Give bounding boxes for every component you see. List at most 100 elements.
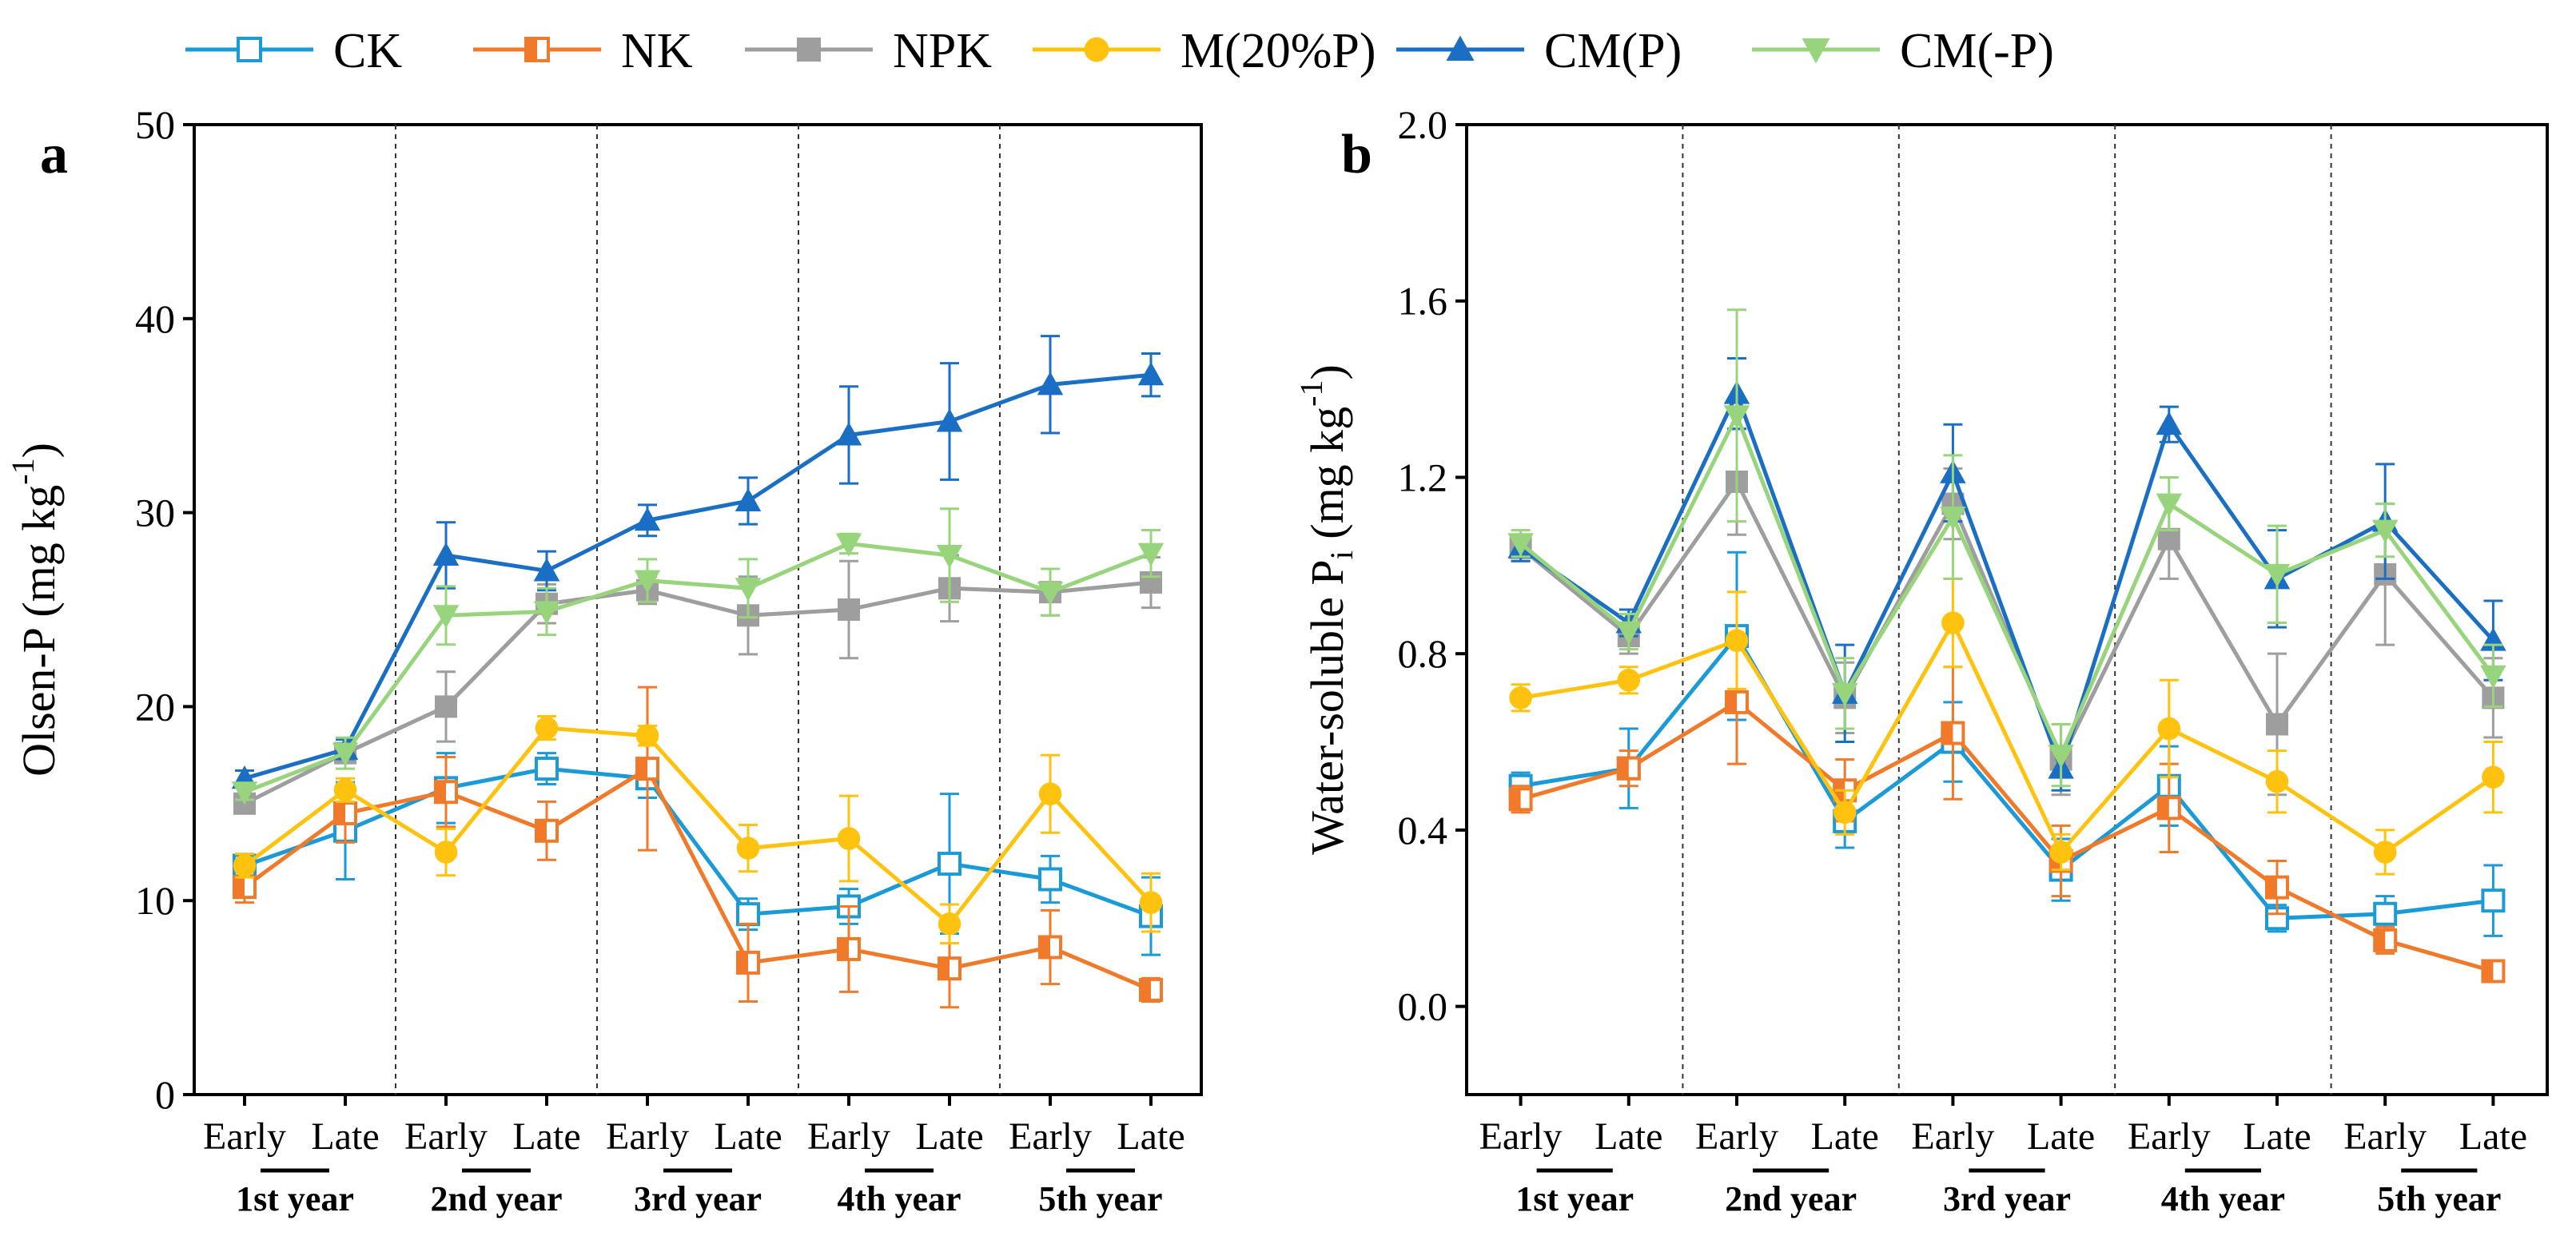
series-line	[243, 580, 1152, 806]
legend-label: NK	[621, 24, 693, 78]
year-label: 5th year	[2377, 1179, 2501, 1218]
data-point	[2048, 745, 2074, 769]
legend-marker	[524, 37, 550, 62]
year-label: 3rd year	[634, 1179, 762, 1218]
series-nk	[1508, 639, 2506, 984]
data-point	[736, 902, 760, 927]
data-point	[432, 542, 460, 566]
y-axis-label: Olsen-P (mg kg-1)	[5, 443, 65, 777]
x-tick-label: Early	[2128, 1115, 2211, 1158]
data-point	[1038, 867, 1062, 892]
year-label: 4th year	[2161, 1179, 2285, 1218]
y-tick-label: 1.6	[1398, 279, 1448, 324]
series-line	[1519, 411, 2495, 761]
data-point	[535, 818, 559, 843]
data-point	[434, 780, 458, 805]
data-point	[1139, 977, 1163, 1002]
data-point	[2157, 527, 2180, 550]
data-point	[635, 757, 659, 781]
x-tick-label: Early	[606, 1115, 689, 1158]
data-point	[735, 578, 762, 602]
data-point	[1833, 801, 1857, 825]
data-point	[1941, 611, 1965, 634]
x-tick-label: Early	[1911, 1115, 1994, 1158]
data-point	[838, 598, 860, 621]
data-point	[2482, 765, 2505, 789]
data-point	[2373, 928, 2398, 952]
legend-marker	[237, 37, 262, 62]
data-point	[1038, 782, 1062, 805]
data-point	[2156, 796, 2181, 821]
panel-label: b	[1341, 124, 1372, 185]
legend-label: CM(P)	[1544, 24, 1682, 78]
series-line	[1520, 632, 2494, 920]
y-tick-label: 30	[135, 491, 175, 535]
x-tick-label: Late	[915, 1115, 983, 1158]
data-point	[1508, 787, 1533, 812]
data-point	[2480, 665, 2506, 690]
data-point	[435, 695, 457, 718]
data-point	[635, 724, 659, 748]
data-point	[837, 936, 861, 961]
panel-label: a	[40, 124, 68, 185]
x-tick-label: Late	[2027, 1115, 2095, 1158]
x-tick-label: Late	[311, 1115, 379, 1158]
data-point	[2371, 519, 2399, 543]
data-point	[333, 801, 357, 825]
data-point	[233, 854, 257, 877]
series-line	[243, 765, 1152, 992]
legend-item-ck: CK	[185, 24, 402, 78]
year-label: 1st year	[236, 1179, 354, 1218]
data-point	[1137, 543, 1165, 566]
chart-panel-a: 0 10 20 30 40 50 Early Late Early Late Early Late Ea…	[5, 102, 1203, 1218]
legend-item-npk: NPK	[745, 24, 992, 78]
y-tick-label: 0.0	[1398, 984, 1448, 1029]
data-point	[432, 605, 460, 629]
legend: CK NK NPK M(20%P) CM(P) CM(-P)	[185, 24, 2054, 78]
series-cm-p	[1507, 308, 2506, 788]
series-line	[244, 766, 1152, 918]
series-line	[244, 372, 1152, 781]
data-point	[938, 956, 962, 981]
data-point	[2156, 411, 2183, 435]
data-point	[1940, 507, 1966, 531]
series-ck	[1508, 550, 2506, 937]
data-point	[1831, 682, 1858, 707]
x-tick-label: Early	[404, 1115, 488, 1158]
data-point	[434, 841, 458, 864]
x-tick-label: Late	[512, 1115, 580, 1158]
data-point	[1723, 405, 1750, 429]
year-label: 1st year	[1515, 1179, 1634, 1218]
x-tick-label: Early	[807, 1115, 890, 1158]
x-tick-label: Late	[2459, 1115, 2527, 1158]
y-tick-label: 1.2	[1398, 455, 1448, 499]
series-line	[244, 541, 1152, 794]
series-nk	[233, 686, 1163, 1009]
x-tick-label: Early	[1009, 1115, 1092, 1158]
series-ck	[233, 752, 1163, 956]
data-point	[1507, 533, 1534, 557]
data-point	[936, 545, 963, 569]
data-point	[735, 487, 762, 512]
series-cm-p	[231, 507, 1165, 805]
legend-label: CK	[333, 24, 402, 78]
x-tick-label: Early	[203, 1115, 286, 1158]
year-label: 2nd year	[1725, 1179, 1857, 1218]
year-label: 4th year	[837, 1179, 961, 1218]
data-point	[1038, 935, 1062, 960]
series-line	[1520, 618, 2494, 856]
series-npk	[233, 554, 1162, 815]
data-point	[634, 507, 661, 531]
series-line	[1519, 388, 2495, 775]
legend-item-cm-p: CM(P)	[1396, 24, 1682, 78]
data-point	[837, 827, 861, 850]
y-tick-label: 10	[135, 878, 175, 923]
x-tick-label: Late	[714, 1115, 782, 1158]
legend-marker	[1446, 35, 1475, 61]
data-point	[2373, 841, 2397, 864]
series-m-20-p	[1509, 577, 2505, 876]
year-label: 5th year	[1038, 1179, 1162, 1218]
series-cm-p	[231, 335, 1165, 789]
y-tick-label: 0.4	[1398, 808, 1448, 853]
